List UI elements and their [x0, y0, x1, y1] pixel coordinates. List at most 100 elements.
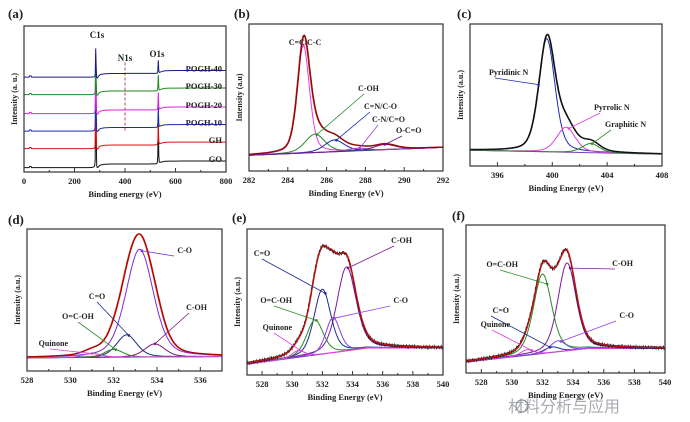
annotation-arrow	[96, 301, 130, 336]
annotation-arrowhead	[127, 334, 131, 337]
peak-annotation-label: C-O	[393, 296, 408, 305]
x-tick-label: 292	[437, 175, 450, 185]
y-axis-label: Intensity (a.u)	[235, 73, 244, 121]
series-line-GH	[24, 98, 226, 150]
plot-frame	[26, 228, 223, 372]
annotation-arrowhead	[299, 349, 303, 353]
plot-frame	[248, 23, 444, 172]
annotation-arrow	[261, 258, 326, 294]
panel-label: (d)	[8, 212, 24, 227]
peak-annotation-label: O=C-OH	[486, 260, 518, 269]
peak-annotation-label: Quinone	[481, 320, 511, 329]
x-tick-label: 536	[194, 375, 207, 385]
plot-frame	[465, 224, 666, 374]
peak-annotation-label: Quinone	[263, 323, 293, 332]
x-tick-label: 540	[437, 379, 450, 389]
plot-area	[24, 48, 226, 169]
annotation-arrowhead	[90, 352, 94, 355]
panel-f: (f) 528 530 532 534 536 538 540 Binding Energy (…	[452, 208, 671, 400]
panel-c: (c) 396 400 404 408 Binding Energy (eV) Intens…	[456, 6, 668, 193]
x-tick-label: 290	[398, 175, 411, 185]
annotation-arrowhead	[315, 133, 319, 136]
annotation-arrowhead	[140, 249, 144, 253]
series-line-POGH-40	[24, 48, 226, 79]
annotation-arrowhead	[567, 127, 571, 130]
annotation-arrow	[490, 315, 551, 348]
plot-area	[249, 34, 443, 156]
annotation-arrowhead	[333, 316, 336, 320]
series-label: GH	[209, 135, 223, 145]
x-tick-label: 530	[506, 377, 519, 387]
x-tick-label: 534	[346, 379, 360, 389]
x-tick-label: 528	[475, 377, 488, 387]
annotation-arrow	[316, 93, 365, 135]
annotation-arrowhead	[383, 143, 387, 146]
x-tick-label: 532	[107, 375, 120, 385]
x-tick-label: 534	[151, 375, 165, 385]
x-tick-label: 528	[256, 379, 269, 389]
series-line-GO	[24, 77, 226, 169]
watermark-wechat-icon	[515, 399, 529, 413]
fitted-envelope-line	[247, 245, 443, 364]
plot-area	[247, 243, 443, 366]
annotation-arrowhead	[548, 345, 552, 349]
component-peak-C-OH	[247, 266, 443, 365]
peak-annotation-label: Graphitic N	[605, 120, 646, 129]
peak-annotation-label: C-OH	[186, 303, 208, 312]
peak-label: N1s	[118, 53, 133, 63]
measured-spectrum-line	[470, 33, 662, 155]
component-peak-C=O	[466, 346, 665, 363]
annotation-arrow	[77, 321, 117, 350]
plot-area	[470, 33, 662, 155]
peak-annotation-label: C=N/C-O	[364, 102, 397, 111]
annotation-arrow	[384, 135, 403, 145]
x-tick-label: 282	[243, 175, 256, 185]
x-tick-label: 530	[64, 375, 77, 385]
x-axis-label: Binding Energy (eV)	[308, 188, 383, 198]
y-axis-label: Intensity (a.u.)	[456, 70, 465, 120]
x-tick-label: 536	[597, 377, 610, 387]
annotation-arrow	[568, 112, 601, 129]
peak-annotation-label: Quinone	[39, 339, 69, 348]
annotation-arrowhead	[315, 319, 318, 322]
peak-annotation-label: C-O	[619, 311, 634, 320]
component-peak-Quinone	[27, 353, 222, 359]
annotation-arrow	[273, 332, 302, 352]
annotation-arrow	[494, 77, 539, 86]
annotation-arrow	[141, 250, 175, 257]
x-tick-label: 530	[286, 379, 299, 389]
annotation-arrowhead	[590, 142, 594, 145]
panel-label: (f)	[452, 208, 465, 223]
component-peak-C-OH	[249, 133, 443, 156]
annotation-arrow	[49, 348, 93, 354]
x-tick-label: 284	[281, 175, 295, 185]
panel-d: (d) 528 530 532 534 536 Binding Energy (eV) Int…	[8, 212, 223, 398]
peak-annotation-label: C=O	[254, 249, 271, 258]
x-tick-label: 286	[320, 175, 333, 185]
series-line-POGH-30	[24, 54, 226, 96]
annotation-arrow	[273, 305, 317, 321]
x-tick-label: 396	[491, 170, 504, 180]
peak-annotation-label: Pyrrolic N	[594, 103, 630, 112]
annotation-arrowhead	[335, 138, 338, 142]
peak-annotation-label: C=O	[492, 306, 509, 315]
annotation-arrow	[347, 245, 395, 269]
x-tick-label: 532	[316, 379, 329, 389]
x-tick-label: 200	[68, 176, 81, 186]
watermark-logo: 材料分析与应用	[508, 397, 620, 416]
annotation-arrowhead	[559, 340, 563, 343]
annotation-arrowhead	[153, 342, 157, 346]
x-tick-label: 800	[220, 176, 233, 186]
component-peak-Graphitic N	[470, 143, 662, 155]
x-tick-label: 534	[567, 377, 581, 387]
annotation-arrowhead	[545, 282, 549, 286]
annotation-arrowhead	[346, 266, 350, 270]
plot-frame	[246, 228, 444, 376]
peak-annotation-label: C-OH	[391, 236, 413, 245]
annotation-arrowhead	[358, 146, 361, 150]
x-tick-label: 408	[656, 170, 669, 180]
plot-frame	[23, 25, 227, 173]
peak-annotation-label: C-OH	[612, 259, 634, 268]
x-tick-label: 600	[169, 176, 182, 186]
